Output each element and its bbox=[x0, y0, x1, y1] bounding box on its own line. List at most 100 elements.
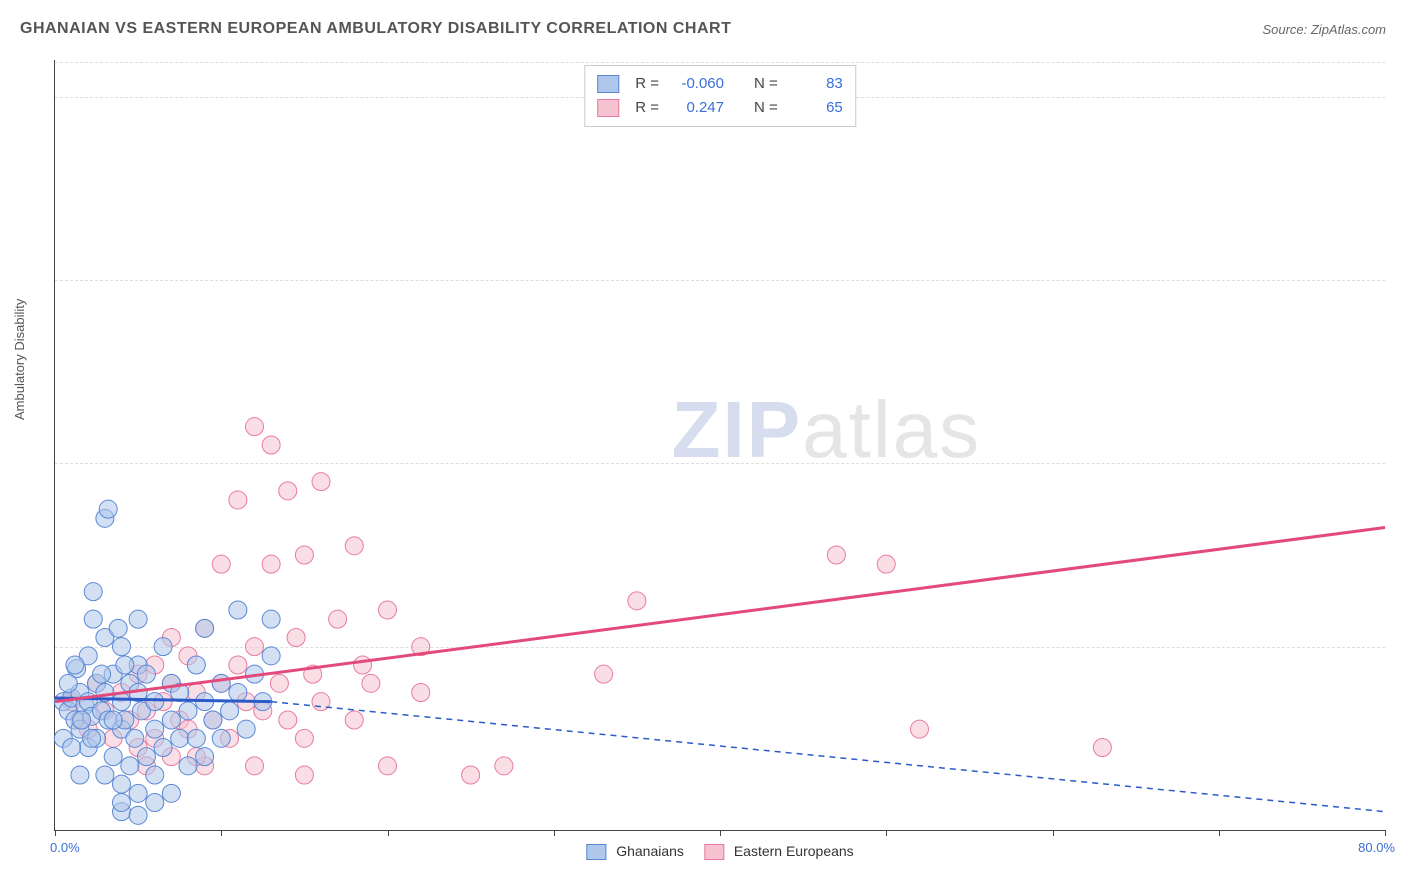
data-point bbox=[154, 638, 172, 656]
data-point bbox=[179, 702, 197, 720]
data-point bbox=[171, 729, 189, 747]
data-point bbox=[595, 665, 613, 683]
data-point bbox=[121, 757, 139, 775]
data-point bbox=[345, 711, 363, 729]
data-point bbox=[877, 555, 895, 573]
data-point bbox=[162, 711, 180, 729]
data-point bbox=[237, 720, 255, 738]
x-axis-min-label: 0.0% bbox=[50, 840, 80, 855]
ytick-label: 30.0% bbox=[1390, 273, 1406, 288]
data-point bbox=[162, 784, 180, 802]
xtick bbox=[1053, 830, 1054, 836]
data-point bbox=[116, 656, 134, 674]
series2-swatch-icon bbox=[597, 99, 619, 117]
data-point bbox=[495, 757, 513, 775]
series1-legend-swatch-icon bbox=[586, 844, 606, 860]
data-point bbox=[279, 482, 297, 500]
data-point bbox=[66, 656, 84, 674]
data-point bbox=[295, 766, 313, 784]
xtick bbox=[55, 830, 56, 836]
data-point bbox=[229, 491, 247, 509]
y-axis-label: Ambulatory Disability bbox=[12, 299, 27, 420]
data-point bbox=[104, 711, 122, 729]
data-point bbox=[329, 610, 347, 628]
data-point bbox=[462, 766, 480, 784]
xtick bbox=[720, 830, 721, 836]
xtick bbox=[1219, 830, 1220, 836]
data-point bbox=[84, 610, 102, 628]
data-point bbox=[71, 766, 89, 784]
data-point bbox=[99, 500, 117, 518]
data-point bbox=[379, 757, 397, 775]
chart-plot-area: ZIPatlas 10.0%20.0%30.0%40.0% R = -0.060… bbox=[54, 60, 1385, 831]
xtick bbox=[886, 830, 887, 836]
data-point bbox=[187, 729, 205, 747]
data-point bbox=[270, 674, 288, 692]
data-point bbox=[63, 739, 81, 757]
legend-item-series1: Ghanaians bbox=[586, 843, 684, 860]
data-point bbox=[59, 674, 77, 692]
series1-swatch-icon bbox=[597, 75, 619, 93]
data-point bbox=[113, 638, 131, 656]
data-point bbox=[345, 537, 363, 555]
data-point bbox=[137, 665, 155, 683]
data-point bbox=[113, 794, 131, 812]
data-point bbox=[295, 729, 313, 747]
data-point bbox=[104, 748, 122, 766]
data-point bbox=[126, 729, 144, 747]
data-point bbox=[827, 546, 845, 564]
series-legend: Ghanaians Eastern Europeans bbox=[586, 843, 853, 860]
x-axis-max-label: 80.0% bbox=[1358, 840, 1395, 855]
data-point bbox=[295, 546, 313, 564]
trend-line bbox=[55, 528, 1385, 702]
data-point bbox=[93, 665, 111, 683]
data-point bbox=[1093, 739, 1111, 757]
data-point bbox=[212, 555, 230, 573]
data-point bbox=[146, 720, 164, 738]
data-point bbox=[412, 684, 430, 702]
data-point bbox=[229, 656, 247, 674]
xtick bbox=[554, 830, 555, 836]
data-point bbox=[109, 619, 127, 637]
data-point bbox=[911, 720, 929, 738]
data-point bbox=[628, 592, 646, 610]
data-point bbox=[196, 748, 214, 766]
data-point bbox=[129, 784, 147, 802]
data-point bbox=[287, 629, 305, 647]
data-point bbox=[246, 757, 264, 775]
ytick-label: 20.0% bbox=[1390, 456, 1406, 471]
data-point bbox=[354, 656, 372, 674]
data-point bbox=[312, 473, 330, 491]
data-point bbox=[212, 674, 230, 692]
series2-legend-swatch-icon bbox=[704, 844, 724, 860]
data-point bbox=[246, 638, 264, 656]
data-point bbox=[229, 684, 247, 702]
data-point bbox=[146, 693, 164, 711]
data-point bbox=[196, 619, 214, 637]
chart-title: GHANAIAN VS EASTERN EUROPEAN AMBULATORY … bbox=[20, 20, 731, 38]
xtick bbox=[388, 830, 389, 836]
data-point bbox=[212, 729, 230, 747]
data-point bbox=[154, 739, 172, 757]
ytick-label: 10.0% bbox=[1390, 639, 1406, 654]
data-point bbox=[204, 711, 222, 729]
data-point bbox=[96, 766, 114, 784]
source-attribution: Source: ZipAtlas.com bbox=[1262, 22, 1386, 37]
data-point bbox=[179, 757, 197, 775]
trend-line bbox=[271, 702, 1385, 812]
data-point bbox=[229, 601, 247, 619]
data-point bbox=[129, 806, 147, 824]
ytick-label: 40.0% bbox=[1390, 89, 1406, 104]
data-point bbox=[146, 766, 164, 784]
data-point bbox=[129, 610, 147, 628]
data-point bbox=[146, 794, 164, 812]
data-point bbox=[221, 702, 239, 720]
data-point bbox=[279, 711, 297, 729]
data-point bbox=[379, 601, 397, 619]
scatter-svg bbox=[55, 60, 1385, 830]
data-point bbox=[262, 610, 280, 628]
data-point bbox=[262, 647, 280, 665]
xtick bbox=[1385, 830, 1386, 836]
data-point bbox=[113, 775, 131, 793]
legend-item-series2: Eastern Europeans bbox=[704, 843, 854, 860]
